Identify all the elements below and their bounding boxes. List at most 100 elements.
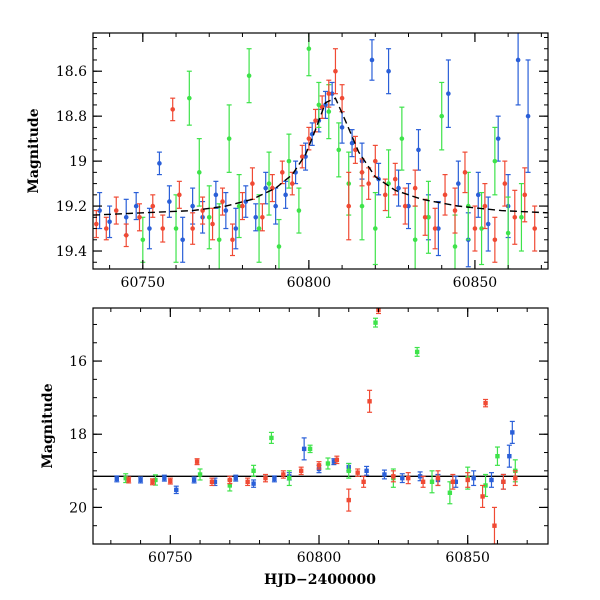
top-plot-frame (92, 32, 549, 270)
top-data-point (339, 95, 345, 101)
bottom-data-point (391, 474, 396, 479)
bottom-data-point (373, 320, 378, 325)
bottom-data-point (212, 479, 218, 484)
top-data-point (190, 226, 195, 231)
bottom-y-tick-label: 20 (69, 500, 87, 516)
top-series-1 (140, 33, 524, 269)
top-data-point (436, 226, 441, 231)
bottom-data-point (331, 459, 337, 464)
top-y-tick-label: 19 (69, 154, 87, 170)
bottom-data-point (510, 430, 515, 435)
top-data-point (283, 192, 288, 198)
top-data-point (386, 68, 391, 74)
bottom-data-point (287, 475, 292, 481)
bottom-data-point (334, 457, 340, 463)
top-data-point (160, 226, 166, 231)
top-data-point (246, 73, 252, 79)
top-data-point (230, 237, 235, 243)
bottom-data-point (507, 453, 512, 459)
top-y-tick-label: 18.6 (56, 64, 87, 80)
top-data-point (276, 244, 282, 249)
top-data-point (442, 192, 448, 198)
top-data-point (303, 154, 308, 159)
top-data-point (157, 161, 162, 166)
top-data-point (412, 185, 418, 191)
top-y-tick-label: 19.4 (56, 244, 87, 260)
bottom-data-point (227, 477, 232, 483)
top-data-point (123, 232, 129, 238)
bottom-y-tick-label: 16 (69, 354, 87, 370)
top-data-point (150, 203, 156, 209)
top-data-point (210, 221, 215, 227)
bottom-data-point (447, 490, 453, 495)
bottom-data-point (480, 494, 485, 499)
top-data-point (366, 181, 371, 186)
top-data-point (396, 185, 401, 191)
top-data-point (492, 158, 498, 164)
top-data-point (326, 109, 332, 114)
bottom-data-point (316, 463, 322, 468)
bottom-data-point (301, 446, 307, 452)
top-data-point (446, 91, 451, 96)
top-data-point (406, 203, 411, 209)
top-data-point (359, 170, 365, 175)
bottom-plot-area (93, 308, 548, 544)
top-data-point (522, 192, 528, 198)
bottom-data-point (495, 453, 500, 459)
top-data-point (432, 226, 438, 231)
top-data-point (475, 192, 481, 198)
bottom-data-point (168, 478, 173, 484)
top-data-point (333, 68, 338, 74)
top-data-point (256, 226, 262, 231)
top-data-point (505, 230, 511, 236)
top-data-point (226, 136, 232, 141)
bottom-data-point (417, 474, 423, 479)
bottom-data-point (263, 475, 268, 481)
top-data-point (270, 185, 275, 191)
top-data-point (220, 199, 225, 204)
bottom-data-point (453, 479, 459, 484)
bottom-data-point (492, 523, 497, 528)
top-data-point (306, 46, 312, 52)
top-data-point (140, 237, 146, 243)
bottom-data-point (269, 435, 274, 441)
top-data-point (502, 181, 508, 186)
top-data-point (416, 147, 421, 153)
top-data-point (392, 176, 398, 182)
top-y-tick-label: 19.2 (56, 199, 87, 215)
top-data-point (359, 203, 365, 209)
top-data-point (339, 125, 345, 130)
bottom-data-point (471, 475, 476, 481)
bottom-data-point (483, 483, 488, 488)
bottom-data-point (364, 468, 369, 474)
top-data-point (180, 237, 185, 243)
top-data-point (479, 226, 484, 231)
top-data-point (525, 113, 531, 119)
top-data-point (532, 226, 538, 231)
top-data-point (280, 170, 285, 175)
top-y-tick-label: 18.8 (56, 109, 87, 125)
bottom-data-point (298, 468, 304, 474)
top-data-point (213, 192, 219, 198)
top-model-curve (93, 97, 548, 216)
top-data-point (309, 131, 315, 137)
bottom-data-point (367, 399, 372, 404)
bottom-y-axis-title: Magnitude (40, 383, 56, 468)
bottom-data-point (400, 475, 405, 481)
top-x-tick-label: 60800 (287, 275, 332, 291)
top-data-point (452, 208, 458, 213)
top-data-point (426, 215, 431, 220)
bottom-x-tick-label: 60850 (445, 550, 490, 566)
bottom-data-point (450, 479, 456, 484)
bottom-data-point (465, 477, 470, 483)
top-data-point (236, 203, 242, 209)
bottom-data-point (346, 497, 351, 503)
bottom-data-point (194, 459, 200, 464)
top-data-point (250, 181, 255, 186)
top-data-point (273, 203, 278, 209)
top-data-point (515, 57, 521, 63)
bottom-data-point (114, 476, 119, 482)
bottom-data-point (346, 468, 351, 474)
top-data-point (187, 95, 192, 101)
top-data-point (485, 221, 491, 227)
